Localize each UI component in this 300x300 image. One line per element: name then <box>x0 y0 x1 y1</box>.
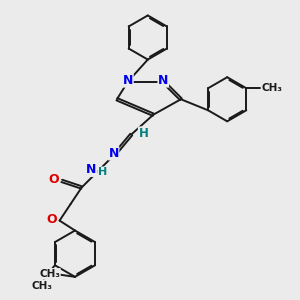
Text: N: N <box>86 164 97 176</box>
Text: O: O <box>49 173 59 186</box>
Text: N: N <box>108 147 119 160</box>
Text: N: N <box>123 74 133 87</box>
Text: H: H <box>98 167 107 177</box>
Text: CH₃: CH₃ <box>39 268 60 278</box>
Text: H: H <box>138 127 148 140</box>
Text: O: O <box>46 213 57 226</box>
Text: CH₃: CH₃ <box>261 83 282 93</box>
Text: CH₃: CH₃ <box>31 281 52 291</box>
Text: N: N <box>158 74 168 87</box>
